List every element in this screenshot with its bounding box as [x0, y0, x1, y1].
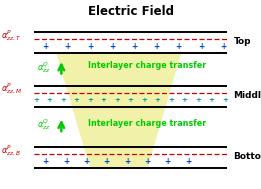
Text: +: + — [100, 97, 106, 103]
Text: +: + — [195, 97, 201, 103]
Text: +: + — [185, 157, 191, 166]
Text: +: + — [74, 97, 79, 103]
Text: Interlayer charge transfer: Interlayer charge transfer — [88, 119, 207, 128]
Text: +: + — [60, 97, 66, 103]
Polygon shape — [56, 53, 181, 168]
Text: +: + — [124, 157, 130, 166]
Text: +: + — [144, 157, 150, 166]
Text: Middle: Middle — [234, 91, 261, 100]
Text: +: + — [220, 42, 226, 51]
Text: +: + — [43, 157, 49, 166]
Text: +: + — [168, 97, 174, 103]
Text: $\alpha_{zz,M}^{P}$: $\alpha_{zz,M}^{P}$ — [1, 82, 23, 96]
Text: $\alpha_{zz,B}^{P}$: $\alpha_{zz,B}^{P}$ — [1, 143, 22, 158]
Text: $\alpha_{zz,T}^{P}$: $\alpha_{zz,T}^{P}$ — [1, 28, 22, 43]
Text: +: + — [131, 42, 138, 51]
Text: +: + — [164, 157, 171, 166]
Text: +: + — [87, 42, 93, 51]
Text: Interlayer charge transfer: Interlayer charge transfer — [88, 61, 207, 70]
Text: +: + — [33, 97, 39, 103]
Text: +: + — [46, 97, 52, 103]
Text: Top: Top — [234, 37, 251, 46]
Text: Electric Field: Electric Field — [87, 5, 174, 18]
Text: +: + — [155, 97, 161, 103]
Text: +: + — [222, 97, 228, 103]
Text: +: + — [128, 97, 133, 103]
Text: +: + — [83, 157, 90, 166]
Text: +: + — [104, 157, 110, 166]
Text: +: + — [114, 97, 120, 103]
Text: +: + — [65, 42, 71, 51]
Text: +: + — [109, 42, 115, 51]
Text: Bottom: Bottom — [234, 152, 261, 161]
Text: +: + — [198, 42, 204, 51]
Text: +: + — [87, 97, 93, 103]
Text: +: + — [176, 42, 182, 51]
Text: +: + — [153, 42, 160, 51]
Text: +: + — [141, 97, 147, 103]
Text: +: + — [63, 157, 69, 166]
Text: $\alpha_{zz}^{Q}$: $\alpha_{zz}^{Q}$ — [37, 117, 51, 132]
Text: $\alpha_{zz}^{Q}$: $\alpha_{zz}^{Q}$ — [37, 60, 51, 74]
Text: +: + — [43, 42, 49, 51]
Text: +: + — [182, 97, 187, 103]
Text: +: + — [209, 97, 215, 103]
